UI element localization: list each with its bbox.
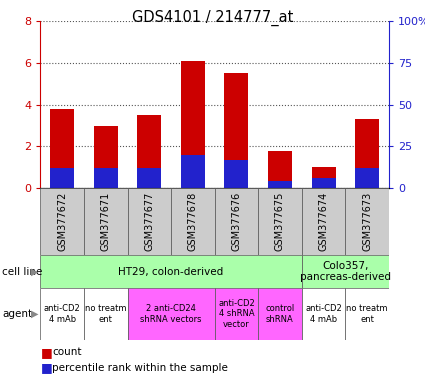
Bar	[94, 168, 118, 188]
Bar	[40, 288, 84, 340]
Bar	[137, 115, 161, 188]
Bar	[224, 73, 248, 188]
Bar	[181, 61, 205, 188]
Text: GSM377674: GSM377674	[318, 192, 329, 252]
Text: percentile rank within the sample: percentile rank within the sample	[52, 362, 228, 373]
Bar	[40, 188, 84, 255]
Bar	[40, 255, 302, 288]
Bar	[94, 126, 118, 188]
Bar	[268, 182, 292, 188]
Bar	[128, 288, 215, 340]
Text: ■: ■	[40, 346, 52, 359]
Text: GSM377677: GSM377677	[144, 192, 154, 252]
Text: agent: agent	[2, 309, 32, 319]
Bar	[345, 288, 389, 340]
Bar	[171, 188, 215, 255]
Text: anti-CD2
4 mAb: anti-CD2 4 mAb	[305, 304, 342, 324]
Bar	[268, 151, 292, 188]
Bar	[302, 288, 345, 340]
Bar	[258, 188, 302, 255]
Text: cell line: cell line	[2, 266, 42, 277]
Text: control
shRNA: control shRNA	[265, 304, 295, 324]
Text: GSM377672: GSM377672	[57, 192, 67, 252]
Text: HT29, colon-derived: HT29, colon-derived	[119, 266, 224, 277]
Text: 2 anti-CD24
shRNA vectors: 2 anti-CD24 shRNA vectors	[140, 304, 202, 324]
Bar	[50, 168, 74, 188]
Text: GSM377671: GSM377671	[101, 192, 111, 252]
Text: Colo357,
pancreas-derived: Colo357, pancreas-derived	[300, 261, 391, 283]
Bar	[128, 188, 171, 255]
Bar	[224, 160, 248, 188]
Text: no treatm
ent: no treatm ent	[346, 304, 388, 324]
Bar	[302, 188, 345, 255]
Bar	[84, 288, 128, 340]
Text: ■: ■	[40, 361, 52, 374]
Text: count: count	[52, 347, 82, 357]
Text: anti-CD2
4 mAb: anti-CD2 4 mAb	[44, 304, 80, 324]
Bar	[345, 188, 389, 255]
Bar	[312, 178, 335, 188]
Text: GSM377676: GSM377676	[231, 192, 241, 252]
Text: GDS4101 / 214777_at: GDS4101 / 214777_at	[132, 10, 293, 26]
Text: ▶: ▶	[31, 266, 38, 277]
Text: no treatm
ent: no treatm ent	[85, 304, 127, 324]
Bar	[84, 188, 128, 255]
Bar	[302, 255, 389, 288]
Bar	[137, 168, 161, 188]
Text: GSM377678: GSM377678	[188, 192, 198, 252]
Bar	[355, 168, 379, 188]
Text: anti-CD2
4 shRNA
vector: anti-CD2 4 shRNA vector	[218, 299, 255, 329]
Bar	[215, 188, 258, 255]
Text: GSM377673: GSM377673	[362, 192, 372, 252]
Bar	[215, 288, 258, 340]
Text: ▶: ▶	[31, 309, 38, 319]
Text: GSM377675: GSM377675	[275, 192, 285, 252]
Bar	[312, 167, 335, 188]
Bar	[181, 155, 205, 188]
Bar	[50, 109, 74, 188]
Bar	[258, 288, 302, 340]
Bar	[355, 119, 379, 188]
